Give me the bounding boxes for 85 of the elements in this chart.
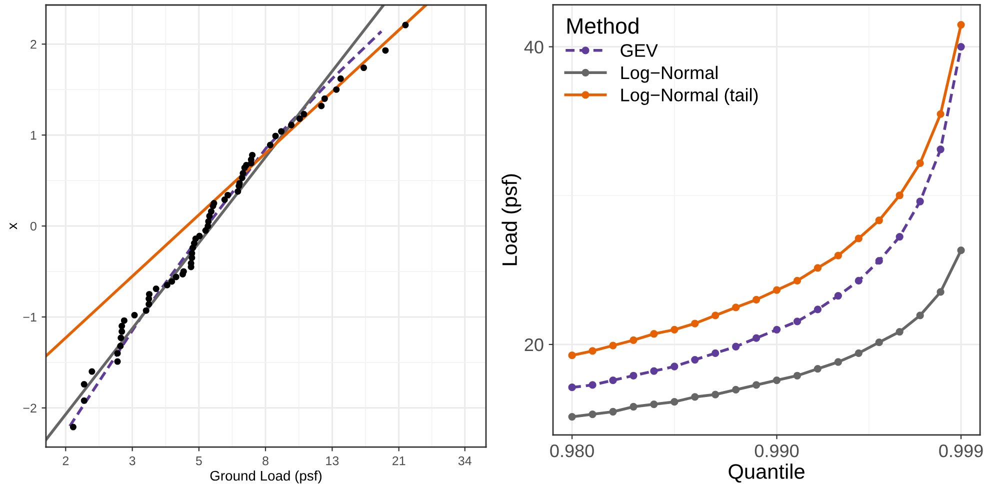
point — [712, 390, 720, 398]
point — [896, 192, 904, 200]
point — [609, 342, 617, 350]
point — [732, 386, 740, 394]
legend-label: Log−Normal (tail) — [621, 88, 758, 105]
point — [752, 381, 760, 389]
x-tick-label: 34 — [458, 456, 472, 466]
x-tick-label: 3 — [129, 456, 136, 466]
point — [670, 398, 678, 406]
point — [875, 338, 883, 346]
point — [732, 304, 740, 312]
point — [793, 372, 802, 380]
legend-label: Log−Normal — [621, 66, 718, 83]
point — [752, 296, 760, 304]
point — [916, 198, 924, 206]
point — [670, 362, 678, 370]
point — [896, 232, 904, 241]
point — [814, 306, 822, 314]
point — [854, 276, 862, 285]
point — [772, 286, 781, 294]
y-axis-title: Load (psf) — [502, 174, 522, 266]
point — [957, 246, 965, 254]
x-axis-title: Ground Load (psf) — [210, 470, 322, 484]
y-tick-label: 20 — [524, 338, 544, 352]
point — [650, 330, 658, 338]
y-axis-title: x — [10, 222, 18, 230]
point — [793, 276, 802, 285]
x-tick-label: 13 — [326, 456, 339, 466]
point — [916, 312, 924, 320]
legend-label: GEV — [620, 44, 658, 57]
point — [650, 400, 658, 408]
point — [957, 42, 965, 51]
point — [588, 347, 596, 355]
y-tick-label: 40 — [524, 40, 544, 54]
point — [588, 410, 596, 418]
point — [691, 356, 699, 364]
point — [772, 376, 781, 384]
point — [854, 349, 862, 357]
point — [834, 252, 842, 260]
point — [875, 216, 883, 224]
point — [712, 349, 720, 357]
legend-title: Method — [567, 18, 638, 34]
point — [609, 376, 617, 384]
y-tick-label: 1 — [30, 130, 36, 140]
point — [630, 372, 638, 380]
point — [691, 393, 699, 401]
x-tick-label: 0.980 — [550, 444, 594, 458]
y-tick-label: −2 — [23, 404, 36, 412]
point — [936, 146, 944, 154]
point — [875, 257, 883, 265]
x-tick-label: 5 — [196, 456, 202, 466]
x-tick-label: 0.990 — [754, 444, 799, 458]
point — [772, 326, 781, 334]
point — [896, 328, 904, 336]
y-tick-label: 2 — [30, 40, 36, 49]
point — [854, 234, 862, 242]
point — [732, 342, 740, 350]
point — [957, 20, 965, 29]
x-tick-label: 21 — [392, 456, 406, 466]
point — [752, 334, 760, 342]
point — [630, 336, 638, 344]
point — [609, 408, 617, 416]
point — [916, 159, 924, 168]
x-tick-label: 0.999 — [939, 444, 983, 458]
point — [670, 326, 678, 334]
x-axis-title: Quantile — [728, 464, 804, 483]
point — [568, 352, 576, 360]
y-tick-label: 0 — [30, 222, 36, 231]
point — [568, 412, 576, 421]
point — [834, 358, 842, 366]
point — [814, 264, 822, 272]
point — [936, 110, 944, 118]
point — [712, 312, 720, 320]
point — [936, 288, 944, 296]
point — [814, 364, 822, 373]
point — [568, 384, 576, 392]
y-tick-label: −1 — [23, 312, 36, 322]
point — [650, 367, 658, 375]
point — [630, 402, 638, 411]
point — [588, 381, 596, 389]
point — [834, 292, 842, 300]
x-tick-label: 8 — [262, 456, 268, 466]
x-tick-label: 2 — [62, 456, 69, 466]
point — [793, 318, 802, 326]
point — [691, 320, 699, 328]
